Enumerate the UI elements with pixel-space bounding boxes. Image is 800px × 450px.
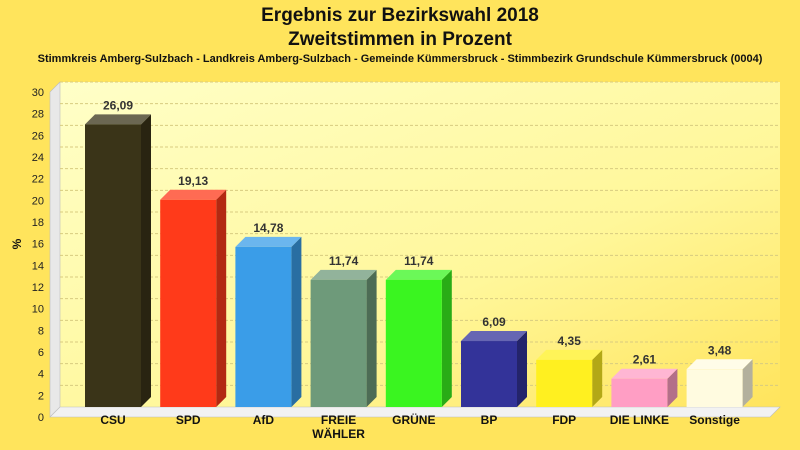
bar-top <box>686 359 753 370</box>
y-tick-label: 10 <box>32 304 44 316</box>
bar-top <box>385 269 452 280</box>
bar-side <box>441 269 452 407</box>
bar-value-label: 26,09 <box>103 98 133 112</box>
x-tick-label: GRÜNE <box>392 412 435 427</box>
y-tick-label: 12 <box>32 282 44 294</box>
y-axis-label: % <box>10 238 24 249</box>
chart-subtitle-main: Zweitstimmen in Prozent <box>288 29 512 50</box>
y-tick-label: 2 <box>38 390 44 402</box>
y-tick-label: 18 <box>32 217 44 229</box>
bar <box>385 279 442 407</box>
bar-value-label: 3,48 <box>708 343 732 357</box>
bar-value-label: 19,13 <box>178 174 208 188</box>
y-tick-label: 16 <box>32 239 44 251</box>
chart-subtitle: Stimmkreis Amberg-Sulzbach - Landkreis A… <box>37 53 763 65</box>
bar-side <box>742 359 753 407</box>
x-tick-label: DIE LINKE <box>610 413 669 427</box>
bar-top <box>310 269 377 280</box>
bar-side <box>667 368 678 407</box>
plot-floor <box>49 406 781 418</box>
bar-top <box>235 236 302 247</box>
bar-value-label: 6,09 <box>482 315 506 329</box>
bar-value-label: 11,74 <box>404 254 434 268</box>
bar-side <box>592 349 603 407</box>
bar-value-label: 11,74 <box>329 254 359 268</box>
y-tick-label: 8 <box>38 325 44 337</box>
bar <box>235 246 292 407</box>
y-tick-label: 0 <box>38 412 44 424</box>
plot-left-wall <box>49 81 61 418</box>
y-tick-label: 30 <box>32 87 44 99</box>
bar-top <box>461 331 527 342</box>
x-tick-label: FDP <box>552 413 576 427</box>
y-tick-label: 24 <box>32 152 44 164</box>
x-tick-label: AfD <box>253 413 275 427</box>
bar-side <box>366 269 377 407</box>
bar-top <box>85 114 151 125</box>
x-tick-label: FREIE <box>321 413 356 427</box>
bar-value-label: 2,61 <box>633 353 657 367</box>
x-tick-label: WÄHLER <box>312 426 365 441</box>
bar <box>686 369 743 407</box>
bar <box>461 341 517 407</box>
y-tick-label: 6 <box>38 347 44 359</box>
x-tick-label: BP <box>481 413 498 427</box>
chart-title: Ergebnis zur Bezirkswahl 2018 <box>261 5 539 26</box>
bar <box>536 359 593 407</box>
x-tick-label: CSU <box>100 413 125 427</box>
y-tick-label: 14 <box>32 260 44 272</box>
bar-side <box>517 331 527 407</box>
bar <box>160 199 217 407</box>
bar-value-label: 14,78 <box>253 221 283 235</box>
y-tick-label: 26 <box>32 130 44 142</box>
y-tick-label: 20 <box>32 195 44 207</box>
bar-top <box>611 368 678 379</box>
bar <box>85 124 141 407</box>
y-tick-label: 28 <box>32 109 44 121</box>
bar-top <box>160 189 227 200</box>
y-tick-label: 22 <box>32 174 44 186</box>
x-tick-label: Sonstige <box>689 413 740 427</box>
bar-side <box>141 114 151 407</box>
bar-side <box>291 236 302 407</box>
y-tick-label: 4 <box>38 369 44 381</box>
bar <box>310 279 367 407</box>
bar <box>611 378 668 407</box>
bar-top <box>536 349 603 360</box>
bar-value-label: 4,35 <box>558 334 582 348</box>
bar-side <box>216 189 227 407</box>
x-tick-label: SPD <box>176 413 201 427</box>
